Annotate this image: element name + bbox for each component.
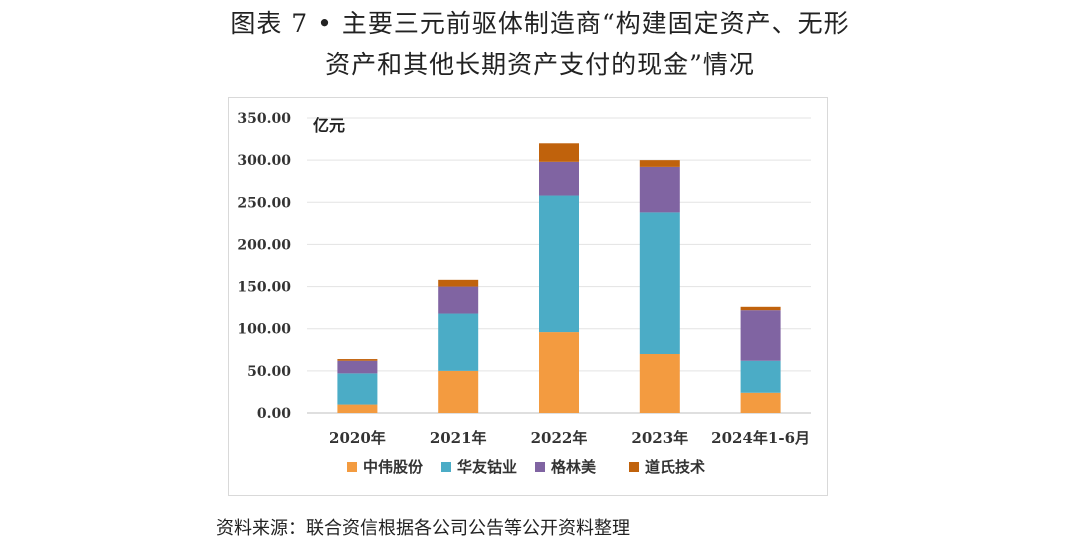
legend-label: 华友钴业 (457, 458, 517, 476)
bar-segment (740, 306, 781, 311)
bar-segment (438, 313, 479, 371)
legend-swatch (441, 462, 451, 472)
y-tick-label: 300.00 (237, 153, 291, 169)
bars (337, 143, 781, 413)
x-tick-label: 2022年 (531, 429, 588, 447)
x-axis-ticks: 2020年 2021年 2022年 2023年 2024年1-6月 (329, 429, 810, 447)
y-tick-label: 50.00 (247, 364, 291, 380)
bar-segment (740, 310, 781, 361)
y-axis-ticks: 0.00 50.00 100.00 150.00 200.00 250.00 300.00 3… (237, 111, 291, 422)
bar-segment (639, 212, 680, 354)
y-tick-label: 0.00 (257, 406, 291, 422)
bar-segment (639, 354, 680, 413)
bar-segment (337, 404, 378, 413)
y-tick-label: 350.00 (237, 111, 291, 127)
bar-segment (438, 286, 479, 314)
bar-segment (539, 332, 579, 413)
bar-segment (639, 160, 680, 167)
legend-label: 道氏技术 (645, 458, 705, 476)
legend: 中伟股份 华友钴业 格林美 道氏技术 (347, 458, 705, 476)
bar-segment (539, 143, 579, 162)
bar-segment (337, 359, 378, 361)
chart-frame: 0.00 50.00 100.00 150.00 200.00 250.00 300.00 3… (228, 97, 828, 496)
bar-segment (539, 161, 579, 196)
legend-swatch (535, 462, 545, 472)
y-tick-label: 100.00 (237, 322, 291, 338)
bar-segment (337, 373, 378, 405)
legend-label: 中伟股份 (363, 458, 424, 476)
bar-segment (639, 166, 680, 213)
bar-segment (438, 279, 479, 287)
bar-segment (740, 392, 781, 413)
x-tick-label: 2021年 (430, 429, 487, 447)
legend-label: 格林美 (551, 458, 597, 476)
bar-segment (539, 195, 579, 333)
y-axis-label: 亿元 (313, 116, 345, 135)
x-tick-label: 2020年 (329, 429, 386, 447)
x-tick-label: 2024年1-6月 (711, 429, 810, 447)
source-note: 资料来源：联合资信根据各公司公告等公开资料整理 (216, 518, 630, 539)
legend-swatch (347, 462, 357, 472)
y-tick-label: 150.00 (237, 280, 291, 296)
bar-segment (337, 360, 378, 374)
bar-segment (740, 360, 781, 393)
legend-swatch (629, 462, 639, 472)
y-tick-label: 250.00 (237, 195, 291, 211)
stacked-bar-chart: 0.00 50.00 100.00 150.00 200.00 250.00 300.00 3… (237, 111, 811, 476)
figure-title-line-1: 图表 7 • 主要三元前驱体制造商“构建固定资产、无形 (230, 9, 850, 38)
y-tick-label: 200.00 (237, 237, 291, 253)
bar-segment (438, 370, 479, 413)
figure-title-line-2: 资产和其他长期资产支付的现金”情况 (325, 50, 755, 79)
x-tick-label: 2023年 (631, 429, 688, 447)
